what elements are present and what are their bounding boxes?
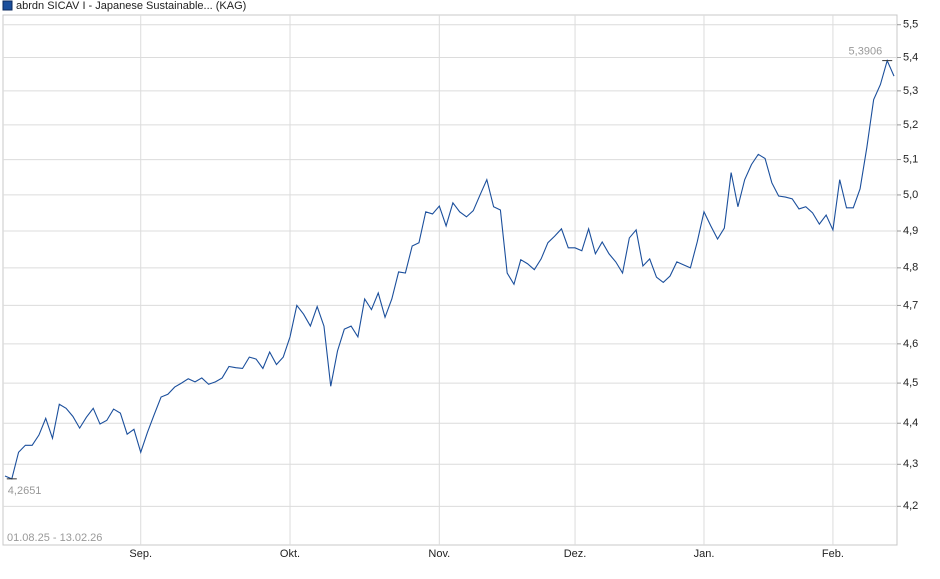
y-tick-label: 5,1 — [903, 153, 918, 165]
plot-frame — [2, 14, 898, 546]
y-tick-label: 5,3 — [903, 85, 918, 97]
x-tick-label: Dez. — [564, 548, 587, 560]
x-tick-label: Jan. — [694, 548, 715, 560]
price-line — [4, 58, 895, 480]
y-tick-label: 4,8 — [903, 262, 918, 274]
y-tick-label: 5,5 — [903, 19, 918, 31]
x-tick-label: Nov. — [428, 548, 450, 560]
y-tick-label: 4,7 — [903, 299, 918, 311]
x-tick-label: Sep. — [129, 548, 152, 560]
chart-title: abrdn SICAV I - Japanese Sustainable... … — [16, 0, 246, 12]
y-tick-label: 4,2 — [903, 500, 918, 512]
date-range: 01.08.25 - 13.02.26 — [7, 532, 102, 544]
max-label: 5,3906 — [849, 46, 883, 58]
y-tick-label: 5,0 — [903, 189, 918, 201]
y-tick-label: 4,6 — [903, 338, 918, 350]
y-tick-label: 4,4 — [903, 417, 918, 429]
x-tick-label: Feb. — [822, 548, 844, 560]
y-tick-label: 4,9 — [903, 225, 918, 237]
y-tick-label: 5,4 — [903, 51, 918, 63]
legend-swatch — [2, 0, 13, 11]
y-tick-label: 4,3 — [903, 458, 918, 470]
y-tick-label: 4,5 — [903, 377, 918, 389]
min-label: 4,2651 — [8, 485, 42, 497]
y-tick-label: 5,2 — [903, 119, 918, 131]
x-tick-label: Okt. — [280, 548, 300, 560]
